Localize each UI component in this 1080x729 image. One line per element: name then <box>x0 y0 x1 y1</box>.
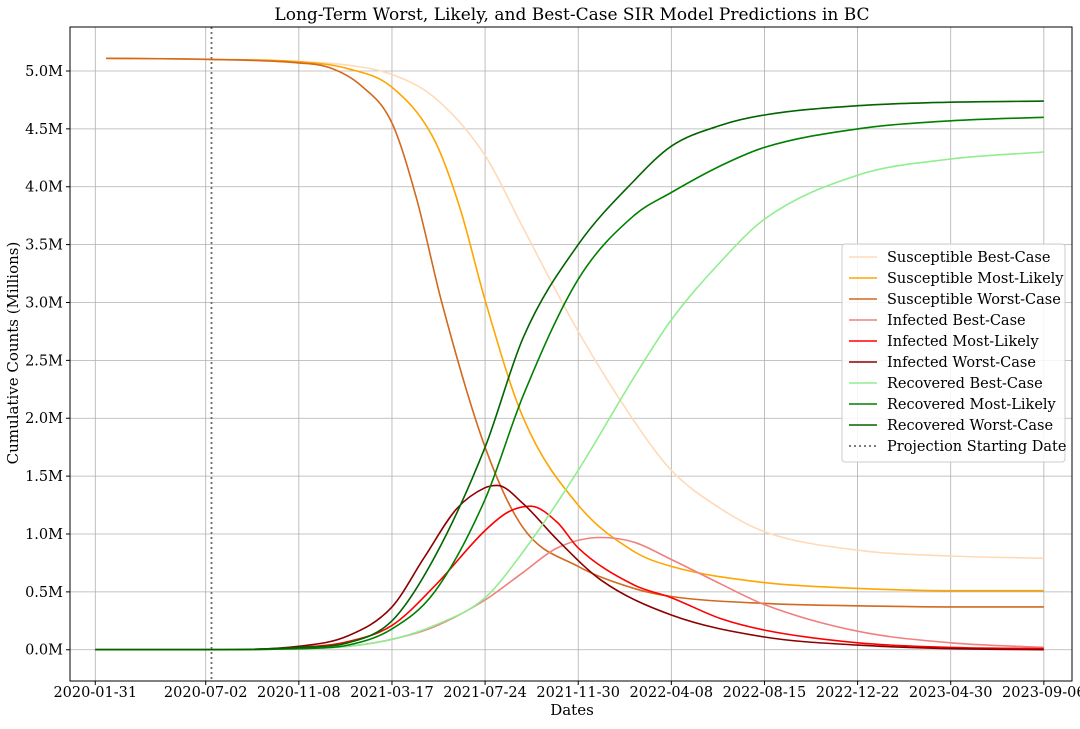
y-tick-label: 3.5M <box>25 238 63 254</box>
legend-label: Recovered Most-Likely <box>887 397 1057 413</box>
y-tick-label: 3.0M <box>25 295 63 311</box>
series-line-susceptible-worst-case <box>106 57 1044 608</box>
y-tick-label: 2.5M <box>25 353 63 369</box>
chart-title: Long-Term Worst, Likely, and Best-Case S… <box>274 5 869 25</box>
legend-label: Infected Best-Case <box>887 313 1026 329</box>
y-tick-label: 2.0M <box>25 411 63 427</box>
series-line-infected-worst-case <box>95 484 1044 651</box>
legend-label: Projection Starting Date <box>887 439 1066 455</box>
y-tick-label: 1.5M <box>25 469 63 485</box>
legend: Susceptible Best-Case Susceptible Most-Li… <box>841 243 1066 463</box>
x-tick-label: 2020-11-08 <box>257 685 341 701</box>
x-tick-label: 2021-03-17 <box>350 685 434 701</box>
y-tick-label: 0.0M <box>25 643 63 659</box>
series-layer <box>95 57 1044 651</box>
legend-label: Infected Worst-Case <box>887 355 1036 371</box>
x-tick-label: 2023-09-06 <box>1002 685 1080 701</box>
y-tick-label: 4.5M <box>25 122 63 138</box>
y-axis-label: Cumulative Counts (Millions) <box>4 242 22 465</box>
series-line-recovered-worst-case <box>95 100 1044 651</box>
x-axis-ticks: 2020-01-31 2020-07-02 2020-11-08 2021-03-17… <box>53 681 1080 701</box>
x-tick-label: 2021-07-24 <box>443 685 527 701</box>
x-tick-label: 2020-07-02 <box>164 685 248 701</box>
legend-label: Susceptible Best-Case <box>887 250 1050 266</box>
x-tick-label: 2023-04-30 <box>909 685 993 701</box>
y-tick-label: 4.0M <box>25 180 63 196</box>
y-axis-ticks: 0.0M 0.5M 1.0M 1.5M 2.0M 2.5M 3.0M 3.5M 4.0M 4.5M… <box>25 64 70 659</box>
legend-box <box>841 243 1066 463</box>
plot-frame <box>69 26 1073 682</box>
legend-label: Susceptible Most-Likely <box>887 271 1064 287</box>
y-tick-label: 1.0M <box>25 527 63 543</box>
x-tick-label: 2021-11-30 <box>536 685 620 701</box>
legend-label: Infected Most-Likely <box>887 334 1039 350</box>
series-line-susceptible-most-likely <box>106 57 1044 592</box>
y-tick-label: 5.0M <box>25 64 63 80</box>
x-tick-label: 2020-01-31 <box>53 685 137 701</box>
x-tick-label: 2022-08-15 <box>723 685 807 701</box>
legend-label: Recovered Best-Case <box>887 376 1043 392</box>
legend-label: Recovered Worst-Case <box>887 418 1053 434</box>
series-line-infected-most-likely <box>95 505 1044 651</box>
y-tick-label: 0.5M <box>25 585 63 601</box>
x-tick-label: 2022-12-22 <box>816 685 900 701</box>
series-line-recovered-most-likely <box>95 116 1044 651</box>
legend-label: Susceptible Worst-Case <box>887 292 1061 308</box>
x-tick-label: 2022-04-08 <box>630 685 714 701</box>
x-axis-label: Dates <box>550 701 594 719</box>
